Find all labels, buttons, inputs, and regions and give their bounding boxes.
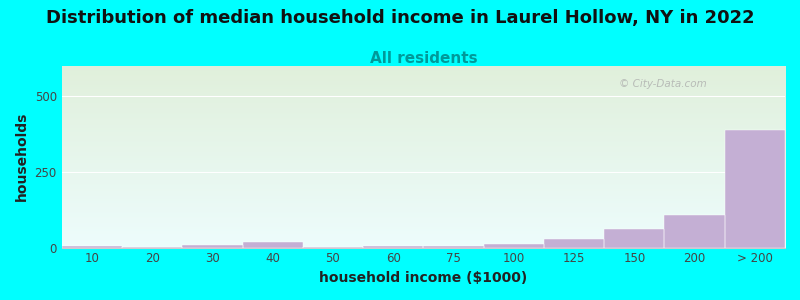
Bar [363,246,423,247]
Bar [62,246,122,247]
Bar [544,239,604,248]
Bar [484,244,544,247]
Text: © City-Data.com: © City-Data.com [618,79,706,89]
Bar [604,230,665,247]
Text: Distribution of median household income in Laurel Hollow, NY in 2022: Distribution of median household income … [46,9,754,27]
Bar [665,215,725,247]
Bar [423,246,484,247]
X-axis label: household income ($1000): household income ($1000) [319,271,527,285]
Bar [182,245,242,248]
Bar [182,245,242,248]
Bar [725,130,785,248]
Bar [604,230,665,247]
Bar [544,239,604,248]
Title: All residents: All residents [370,51,477,66]
Bar [62,246,122,247]
Bar [423,246,484,247]
Bar [725,130,785,248]
Bar [302,247,363,248]
Bar [484,244,544,247]
Bar [363,246,423,247]
Bar [302,247,363,248]
Bar [242,242,302,248]
Bar [665,215,725,247]
Y-axis label: households: households [15,112,29,202]
Bar [242,242,302,248]
